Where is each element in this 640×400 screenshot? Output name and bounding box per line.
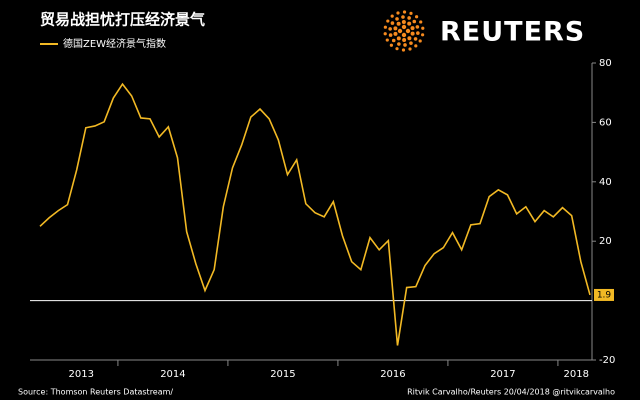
logo-dot <box>393 26 398 31</box>
logo-dot <box>416 31 420 35</box>
logo-dot <box>401 15 405 19</box>
last-value-label: 1.9 <box>597 290 612 300</box>
logo-dot <box>419 20 423 24</box>
y-tick-label: 60 <box>599 117 612 128</box>
logo-dot <box>401 24 407 30</box>
logo-dot <box>418 39 422 43</box>
logo-dot <box>389 43 393 47</box>
logo-dot <box>391 38 396 43</box>
logo-dot <box>401 48 406 52</box>
logo-dot <box>390 14 394 18</box>
x-tick-label: 2015 <box>270 369 295 380</box>
logo-dot <box>396 36 401 41</box>
logo-dot <box>383 25 387 29</box>
y-tick-label: -20 <box>599 355 615 366</box>
logo-dot <box>402 10 407 14</box>
logo-dot <box>408 47 412 51</box>
logo-dot <box>397 28 403 34</box>
logo-dot <box>393 31 398 36</box>
logo-dot <box>390 21 395 25</box>
x-tick-label: 2017 <box>490 369 515 380</box>
logo-dot <box>401 20 406 25</box>
logo-dot <box>415 15 419 19</box>
logo-dot <box>413 37 418 41</box>
logo-dot <box>388 33 393 37</box>
logo-dot <box>388 27 392 31</box>
x-tick-label: 2016 <box>380 369 405 380</box>
logo-dot <box>421 33 425 37</box>
y-tick-label: 40 <box>599 177 612 188</box>
y-tick-label: 20 <box>599 236 612 247</box>
data-line <box>39 82 591 346</box>
logo-dot <box>412 19 417 24</box>
logo-dot <box>396 11 400 15</box>
logo-dot <box>402 37 407 42</box>
logo-dot <box>405 28 411 34</box>
logo-dot <box>397 42 401 46</box>
logo-dot <box>407 36 412 41</box>
source-note: Source: Thomson Reuters Datastream/ <box>18 388 173 397</box>
logo-dot <box>410 31 415 36</box>
logo-dot <box>415 25 420 29</box>
logo-dot <box>395 17 399 21</box>
x-tick-label: 2013 <box>69 369 94 380</box>
credit-note: Ritvik Carvalho/Reuters 20/04/2018 @ritv… <box>407 388 615 397</box>
logo-dot <box>421 26 425 30</box>
logo-dot <box>407 21 412 26</box>
logo-dot <box>395 47 399 51</box>
logo-dot <box>409 11 413 15</box>
logo-dot <box>407 16 411 20</box>
logo-dot <box>401 32 407 38</box>
logo-dot <box>403 43 407 47</box>
logo-dot <box>385 38 389 42</box>
legend-label: 德国ZEW经济景气指数 <box>63 37 166 50</box>
logo-dot <box>383 32 387 36</box>
logo-dot <box>414 44 418 48</box>
y-tick-label: 80 <box>599 58 612 69</box>
last-value-box <box>594 288 614 301</box>
logo-dot <box>386 19 390 23</box>
brand-logo-text: REUTERS <box>440 17 585 48</box>
chart-title: 贸易战担忧打压经济景气 <box>40 11 205 29</box>
logo-dot <box>410 26 415 31</box>
logo-dot <box>396 21 401 26</box>
logo-dot <box>409 41 413 45</box>
x-tick-label: 2018 <box>564 369 589 380</box>
x-tick-label: 2014 <box>160 369 185 380</box>
